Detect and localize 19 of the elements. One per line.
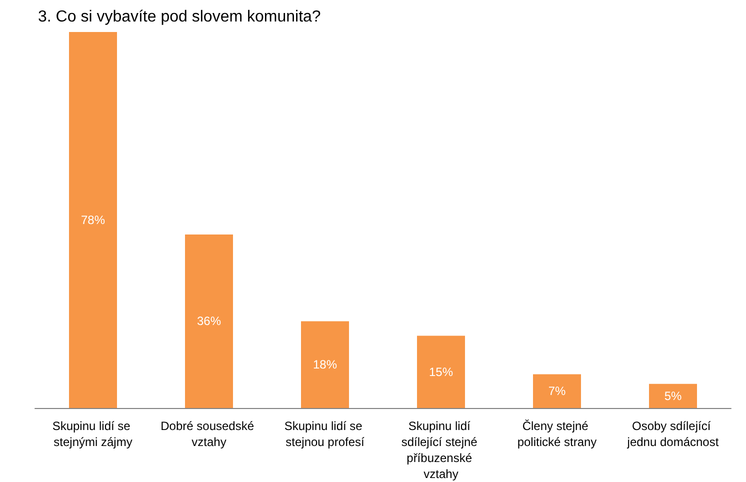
bar [69, 32, 117, 408]
data-label: 7% [548, 384, 566, 398]
data-label: 78% [80, 213, 106, 227]
x-tick-label: Osoby sdílející jednu domácnost [626, 419, 720, 449]
bar [417, 336, 465, 408]
x-tick-label: Skupinu lidí se stejnou profesí [284, 419, 366, 449]
data-label: 18% [312, 358, 338, 372]
x-tick-label: Členy stejné politické strany [517, 419, 597, 449]
x-tick-label: Skupinu lidí se stejnými zájmy [52, 419, 134, 449]
data-label: 36% [196, 314, 222, 328]
chart-title: 3. Co si vybavíte pod slovem komunita? [38, 8, 321, 26]
data-label: 5% [664, 388, 682, 403]
bar [649, 384, 697, 408]
bar [185, 234, 233, 408]
x-tick-label: Skupinu lidí sdílející stejné příbuzenské vztahy [401, 419, 481, 481]
bar [533, 374, 581, 408]
bar [301, 321, 349, 408]
x-tick-label: Dobré sousedské vztahy [160, 419, 258, 449]
data-label: 15% [428, 364, 454, 379]
